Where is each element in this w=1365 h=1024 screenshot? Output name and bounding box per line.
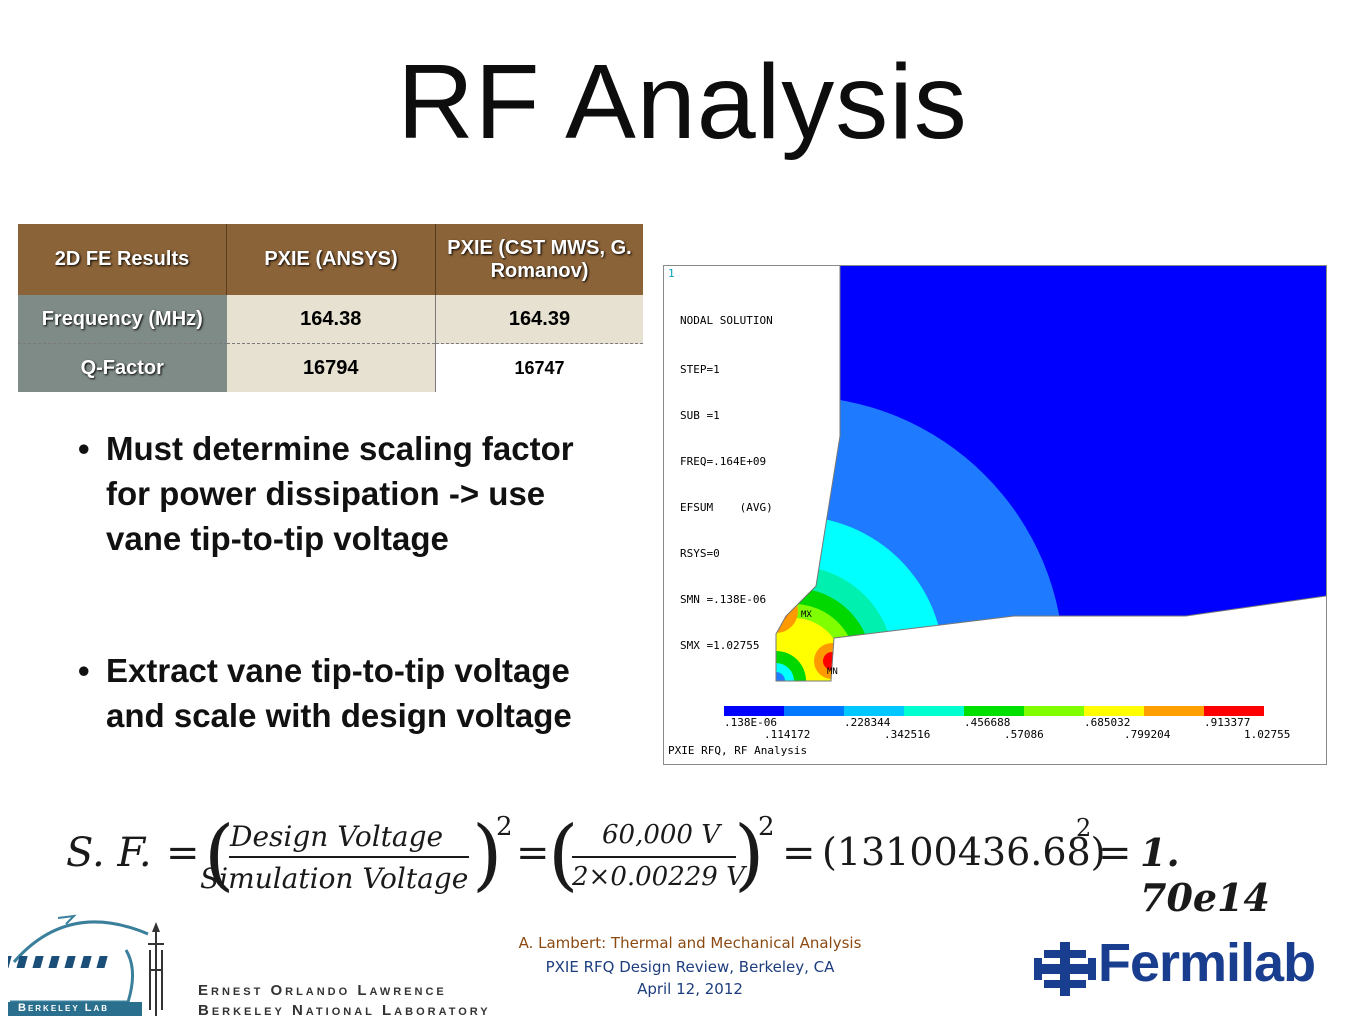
table-header: 2D FE Results — [18, 224, 227, 295]
formula-middle: (13100436.68) — [822, 830, 1106, 874]
exponent: 2 — [496, 812, 513, 842]
slide-title: RF Analysis — [397, 43, 968, 161]
field-contour-graphic — [775, 266, 1326, 682]
equals-symbol: = — [1098, 830, 1132, 876]
table-row: Q-Factor 16794 16747 — [18, 343, 643, 392]
row-label: Frequency (MHz) — [18, 295, 227, 344]
nodal-solution-info: NODAL SOLUTION STEP=1 SUB =1 FREQ=.164E+… — [680, 282, 773, 684]
table-header-row: 2D FE Results PXIE (ANSYS) PXIE (CST MWS… — [18, 224, 643, 295]
plot-caption: PXIE RFQ, RF Analysis — [668, 744, 808, 757]
info-line: SUB =1 — [680, 409, 720, 423]
bullet-text: Extract vane tip-to-tip voltage and scal… — [106, 652, 572, 734]
legend-label: .228344 — [844, 716, 891, 729]
table-header: PXIE (CST MWS, G. Romanov) — [435, 224, 643, 295]
legend-swatch — [1084, 706, 1144, 716]
legend-label: 1.02755 — [1244, 728, 1291, 741]
info-line: STEP=1 — [680, 363, 720, 377]
table-row: Frequency (MHz) 164.38 164.39 — [18, 295, 643, 344]
info-line: EFSUM (AVG) — [680, 501, 773, 515]
footer-author: A. Lambert: Thermal and Mechanical Analy… — [518, 934, 862, 952]
berkeley-lab-line2: Berkeley National Laboratory — [198, 1002, 491, 1019]
cell-value: 16794 — [226, 343, 436, 392]
legend-swatch — [844, 706, 904, 716]
legend-swatch — [1144, 706, 1204, 716]
fraction-bar — [229, 856, 469, 858]
paren-open: ( — [548, 810, 579, 900]
bullet-dot-icon: • — [78, 652, 90, 689]
fraction-bar — [572, 856, 736, 858]
legend-label: .685032 — [1084, 716, 1131, 729]
info-line: SMN =.138E-06 — [680, 592, 767, 606]
mx-marker: MX — [801, 610, 812, 620]
paren-close: ) — [472, 810, 503, 900]
scaling-factor-formula: S. F. = ( Design Voltage Simulation Volt… — [66, 810, 1306, 920]
bullet-dot-icon: • — [78, 430, 90, 467]
paren-close: ) — [734, 810, 765, 900]
legend-swatch — [1204, 706, 1264, 716]
legend-label: .57086 — [1004, 728, 1044, 741]
formula-denominator: Simulation Voltage — [200, 862, 469, 895]
legend-label: .799204 — [1124, 728, 1171, 741]
equals-symbol: = — [782, 830, 816, 876]
cell-value: 164.39 — [435, 295, 643, 344]
legend-label: .138E-06 — [724, 716, 777, 729]
info-line: RSYS=0 — [680, 547, 720, 561]
ansys-plot: 1 NODAL SOLUTION STEP=1 SUB =1 FREQ=.164… — [663, 265, 1327, 765]
row-label: Q-Factor — [18, 343, 227, 392]
berkeley-lab-logo: Berkeley Lab Ernest Orlando Lawrence Ber… — [8, 910, 498, 1020]
footer-event: PXIE RFQ Design Review, Berkeley, CA — [545, 958, 835, 976]
fermilab-wordmark: Fermilab — [1098, 933, 1316, 993]
cell-value: 16747 — [435, 343, 643, 392]
fermilab-mark-icon — [1034, 942, 1096, 996]
formula-result: 1. 70e14 — [1140, 830, 1270, 920]
info-line: FREQ=.164E+09 — [680, 455, 767, 469]
info-line: SMX =1.02755 — [680, 638, 760, 652]
cell-value: 164.38 — [226, 295, 436, 344]
exponent: 2 — [1076, 814, 1092, 842]
exponent: 2 — [758, 812, 775, 842]
equals-symbol: = — [166, 830, 200, 876]
legend-label: .913377 — [1204, 716, 1251, 729]
legend-swatch — [964, 706, 1024, 716]
berkeley-lab-mark-icon — [8, 914, 164, 1016]
formula-numerator2: 60,000 V — [602, 820, 721, 850]
formula-denominator2: 2×0.00229 V — [572, 862, 745, 892]
results-table: 2D FE Results PXIE (ANSYS) PXIE (CST MWS… — [18, 224, 643, 392]
legend-label: .114172 — [764, 728, 811, 741]
fermilab-logo: Fermilab — [1034, 933, 1316, 996]
berkeley-lab-line1: Ernest Orlando Lawrence — [198, 982, 447, 999]
legend-label: .456688 — [964, 716, 1011, 729]
info-line: NODAL SOLUTION — [680, 313, 773, 327]
formula-lhs: S. F. — [66, 830, 152, 876]
bullet-text: Must determine scaling factor for power … — [106, 430, 574, 557]
table-header: PXIE (ANSYS) — [226, 224, 436, 295]
legend-swatch — [1024, 706, 1084, 716]
formula-numerator: Design Voltage — [230, 820, 444, 853]
legend-label: .342516 — [884, 728, 931, 741]
mn-marker: MN — [827, 667, 838, 677]
paren-open: ( — [204, 810, 235, 900]
legend-swatch — [724, 706, 784, 716]
window-number: 1 — [668, 267, 675, 280]
berkeley-lab-badge-text: Berkeley Lab — [18, 1002, 110, 1014]
equals-symbol: = — [516, 830, 550, 876]
footer-date: April 12, 2012 — [637, 980, 743, 998]
legend-swatch — [784, 706, 844, 716]
legend-swatch — [904, 706, 964, 716]
